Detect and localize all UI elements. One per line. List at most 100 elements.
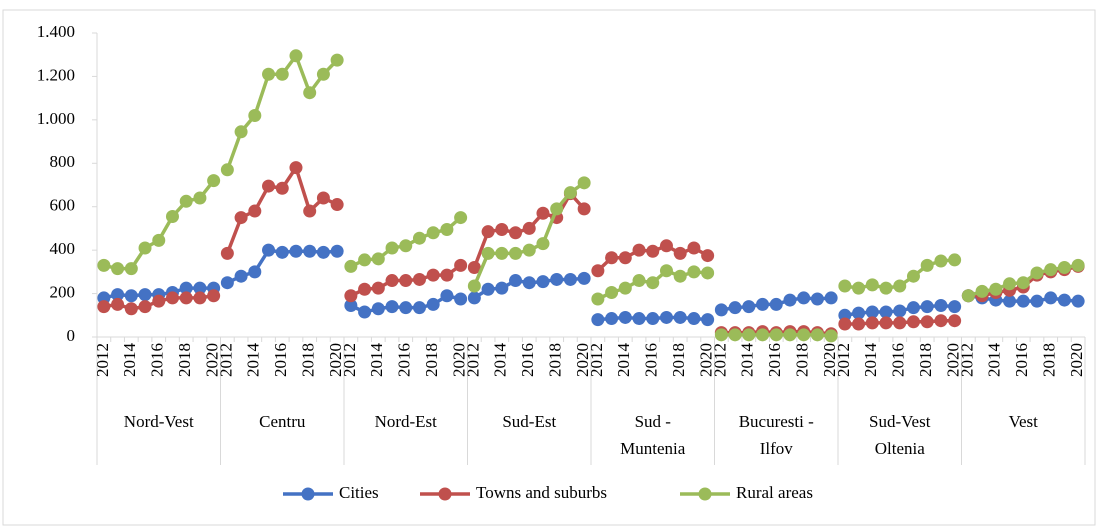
series-marker: [838, 279, 852, 293]
x-tick-label: 2014: [614, 343, 633, 378]
series-marker: [467, 291, 481, 305]
x-tick-label: 2020: [944, 343, 963, 377]
x-tick-label: 2012: [957, 343, 976, 377]
series-marker: [714, 303, 728, 317]
series-marker: [330, 244, 344, 258]
x-tick-label: 2020: [326, 343, 345, 377]
legend-label: Cities: [339, 483, 379, 502]
group-label: Sud-Est: [502, 412, 556, 431]
y-tick-label: 200: [50, 282, 76, 301]
series-marker: [879, 316, 893, 330]
series-marker: [824, 291, 838, 305]
series-marker: [303, 204, 317, 218]
series-marker: [1016, 294, 1030, 308]
x-tick-label: 2014: [244, 343, 263, 378]
series-marker: [618, 310, 632, 324]
series-marker: [934, 314, 948, 328]
x-tick-label: 2020: [697, 343, 716, 377]
chart-border: [2, 9, 1096, 526]
series-marker: [248, 109, 262, 123]
series-marker: [371, 281, 385, 295]
series-marker: [563, 272, 577, 286]
y-tick-label: 600: [50, 196, 76, 215]
series-marker: [385, 241, 399, 255]
x-tick-label: 2018: [793, 343, 812, 377]
series-marker: [1016, 276, 1030, 290]
series-marker: [838, 317, 852, 331]
series-marker: [756, 328, 770, 342]
series-marker: [673, 310, 687, 324]
series-marker: [371, 302, 385, 316]
series-marker: [714, 328, 728, 342]
legend-marker: [301, 487, 315, 501]
x-tick-label: 2018: [546, 343, 565, 377]
x-tick-label: 2020: [450, 343, 469, 377]
series-marker: [495, 223, 509, 237]
series-marker: [852, 317, 866, 331]
x-tick-label: 2020: [573, 343, 592, 377]
series-marker: [701, 266, 715, 280]
series-marker: [646, 244, 660, 258]
series-marker: [207, 174, 221, 188]
series-marker: [495, 246, 509, 260]
series-marker: [577, 176, 591, 190]
x-tick-label: 2020: [203, 343, 222, 377]
series-marker: [673, 269, 687, 283]
x-tick-label: 2014: [491, 343, 510, 378]
series-marker: [248, 204, 262, 218]
y-tick-label: 1.400: [37, 22, 75, 41]
series-marker: [454, 292, 468, 306]
series-marker: [165, 209, 179, 223]
x-tick-label: 2018: [175, 343, 194, 377]
series-marker: [275, 67, 289, 81]
series-marker: [605, 251, 619, 265]
series-marker: [111, 262, 125, 276]
series-marker: [262, 243, 276, 257]
series-marker: [797, 291, 811, 305]
series-marker: [467, 279, 481, 293]
series-marker: [618, 251, 632, 265]
series-marker: [769, 297, 783, 311]
series-marker: [659, 239, 673, 253]
group-label: Centru: [259, 412, 306, 431]
series-marker: [440, 223, 454, 237]
legend-marker: [698, 487, 712, 501]
series-marker: [165, 291, 179, 305]
y-tick-label: 0: [67, 326, 76, 345]
x-tick-label: 2016: [518, 343, 537, 377]
series-marker: [399, 301, 413, 315]
series-marker: [1044, 263, 1058, 277]
series-marker: [316, 67, 330, 81]
x-tick-label: 2012: [463, 343, 482, 377]
series-marker: [509, 274, 523, 288]
x-tick-label: 2014: [861, 343, 880, 378]
series-marker: [536, 275, 550, 289]
series-marker: [852, 281, 866, 295]
series-marker: [193, 191, 207, 205]
series-marker: [659, 264, 673, 278]
series-marker: [632, 312, 646, 326]
group-label: Sud -: [635, 412, 672, 431]
y-tick-label: 1.200: [37, 65, 75, 84]
series-marker: [920, 315, 934, 329]
series-marker: [426, 297, 440, 311]
x-tick-label: 2016: [395, 343, 414, 377]
series-marker: [1003, 294, 1017, 308]
series-marker: [124, 302, 138, 316]
series-marker: [1044, 291, 1058, 305]
series-marker: [632, 243, 646, 257]
series-marker: [248, 265, 262, 279]
series-marker: [879, 305, 893, 319]
series-marker: [824, 329, 838, 343]
series-marker: [440, 268, 454, 282]
series-marker: [865, 305, 879, 319]
series-marker: [207, 289, 221, 303]
series-marker: [316, 245, 330, 259]
x-tick-label: 2018: [916, 343, 935, 377]
x-tick-label: 2016: [889, 343, 908, 377]
series-marker: [756, 297, 770, 311]
series-marker: [358, 305, 372, 319]
group-label: Nord-Est: [375, 412, 438, 431]
x-tick-label: 2020: [820, 343, 839, 377]
